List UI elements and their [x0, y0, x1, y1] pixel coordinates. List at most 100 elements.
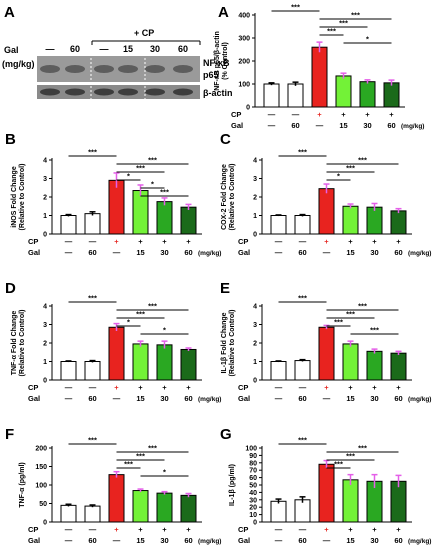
bar — [342, 479, 359, 523]
gal-row-value: 30 — [370, 536, 378, 545]
y-tick-label: 2 — [43, 195, 47, 202]
y-tick-label: 200 — [238, 59, 250, 66]
cp-row-value: — — [275, 383, 283, 392]
y-tick-label: 0 — [43, 232, 47, 239]
sig-label: * — [127, 318, 130, 327]
blot-lane-band — [94, 88, 114, 96]
bar — [311, 46, 328, 108]
sig-label: *** — [298, 436, 307, 445]
y-axis-label: (Relative to Control) — [229, 310, 236, 377]
bar — [270, 361, 287, 381]
y-tick-label: 1 — [43, 359, 47, 366]
bar — [132, 490, 149, 523]
cp-row-value: + — [114, 383, 119, 392]
sig-label: * — [127, 172, 130, 181]
blot-lane-band — [40, 88, 60, 96]
bar — [84, 213, 101, 235]
blot-lane-band — [65, 88, 85, 96]
panel-letter: C — [220, 131, 231, 148]
gal-row-value: 60 — [88, 394, 96, 403]
y-tick-label: 4 — [253, 158, 257, 165]
bar — [335, 75, 352, 108]
y-tick-label: 80 — [249, 460, 257, 467]
y-axis-label: IL-1β Fold Change — [221, 312, 228, 373]
y-tick-label: 50 — [39, 501, 47, 508]
cp-row-value: + — [365, 110, 370, 119]
sig-label: *** — [136, 310, 145, 319]
y-tick-label: 0 — [43, 378, 47, 385]
y-tick-label: 100 — [245, 446, 257, 453]
sig-label: *** — [136, 452, 145, 461]
cp-row-value: + — [372, 383, 377, 392]
cp-row-value: — — [89, 237, 97, 246]
blot-lane-band — [118, 65, 138, 73]
cp-row-value: — — [89, 525, 97, 534]
bar — [390, 210, 407, 235]
y-tick-label: 100 — [35, 483, 47, 490]
y-tick-label: 40 — [249, 490, 257, 497]
sig-label: * — [337, 172, 340, 181]
cp-row-value: — — [89, 383, 97, 392]
cp-row-value: + — [396, 383, 401, 392]
blot-dose-label: 30 — [150, 44, 160, 54]
sig-label: *** — [148, 156, 157, 165]
sig-label: *** — [334, 460, 343, 469]
y-tick-label: 2 — [43, 341, 47, 348]
cp-row-value: — — [299, 383, 307, 392]
y-tick-label: 10 — [249, 512, 257, 519]
cp-row-value: + — [162, 383, 167, 392]
panel-letter: G — [220, 426, 232, 443]
cp-row-value: + — [348, 525, 353, 534]
gal-row-value: — — [275, 248, 283, 257]
cp-row-label: CP — [238, 383, 248, 392]
sig-label: *** — [88, 148, 97, 157]
cp-row-value: — — [65, 525, 73, 534]
gal-row-value: — — [65, 394, 73, 403]
sig-label: *** — [136, 164, 145, 173]
dose-unit-label: (mg/kg) — [401, 123, 424, 130]
bar — [180, 206, 197, 235]
cp-row-value: + — [372, 525, 377, 534]
y-tick-label: 30 — [249, 497, 257, 504]
y-tick-label: 1 — [43, 213, 47, 220]
cp-row-value: + — [389, 110, 394, 119]
blot-lane-band — [65, 65, 85, 73]
cp-row-value: — — [299, 237, 307, 246]
sig-label: *** — [370, 326, 379, 335]
y-tick-label: 400 — [238, 13, 250, 20]
cp-row-value: + — [317, 110, 322, 119]
gal-row-value: 60 — [184, 394, 192, 403]
cp-row-value: + — [348, 383, 353, 392]
y-axis-label: IL-1β (pg/ml) — [229, 464, 236, 506]
bar — [287, 83, 304, 108]
cp-row-value: + — [324, 383, 329, 392]
blot-band-label: β-actin — [203, 88, 233, 98]
sig-label: *** — [88, 294, 97, 303]
gal-row-value: 60 — [298, 536, 306, 545]
bar — [390, 480, 407, 523]
bar — [294, 499, 311, 523]
gal-row-value: 60 — [88, 248, 96, 257]
gal-row-value: 60 — [298, 248, 306, 257]
blot-band-label: p65 — [203, 70, 219, 80]
cp-row-label: CP — [231, 110, 241, 119]
gal-row-label: Gal — [28, 536, 40, 545]
gal-row-value: 30 — [370, 394, 378, 403]
sig-label: *** — [148, 444, 157, 453]
bar — [390, 352, 407, 381]
bar — [318, 188, 335, 235]
bar — [156, 492, 173, 523]
gal-row-label: Gal — [238, 536, 250, 545]
sig-label: *** — [358, 302, 367, 311]
gal-row-label: Gal — [231, 121, 243, 130]
sig-label: *** — [291, 3, 300, 12]
gal-row-value: 15 — [346, 536, 354, 545]
cp-row-value: + — [186, 525, 191, 534]
y-tick-label: 1 — [253, 359, 257, 366]
gal-row-value: 15 — [136, 536, 144, 545]
bar — [263, 83, 280, 108]
gal-row-value: 60 — [387, 121, 395, 130]
bar — [342, 343, 359, 381]
gal-row-value: 30 — [363, 121, 371, 130]
panel-letter-a: A — [4, 4, 15, 21]
